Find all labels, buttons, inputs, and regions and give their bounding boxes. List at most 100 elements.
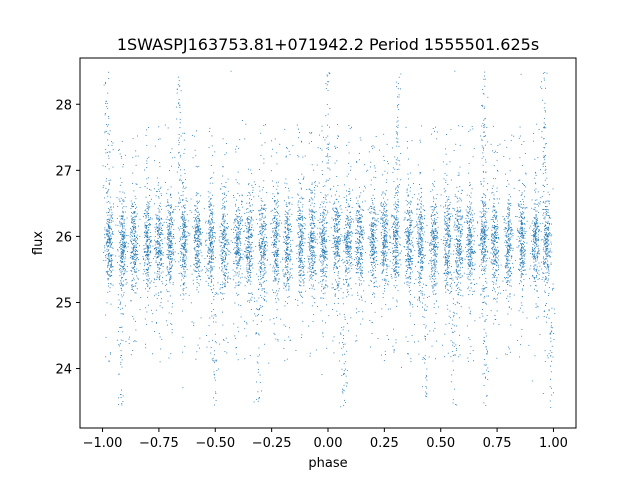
data-point: [170, 266, 172, 268]
data-point: [236, 182, 238, 184]
data-point: [144, 343, 146, 345]
data-point: [195, 231, 197, 233]
data-point: [301, 249, 303, 251]
data-point: [337, 210, 338, 212]
data-point: [133, 253, 135, 255]
data-point: [299, 257, 301, 259]
data-point: [286, 221, 288, 223]
data-point: [132, 156, 134, 158]
data-point: [135, 292, 137, 294]
data-point: [285, 232, 287, 234]
data-point: [159, 305, 161, 307]
data-point: [301, 260, 302, 262]
data-point: [107, 238, 108, 240]
data-point: [135, 231, 137, 233]
data-point: [210, 255, 212, 257]
data-point: [247, 249, 248, 251]
data-point: [157, 232, 159, 234]
data-point: [250, 269, 251, 271]
data-point: [237, 244, 239, 246]
data-point: [167, 210, 169, 211]
data-point: [194, 205, 196, 207]
data-point: [258, 186, 260, 188]
data-point: [211, 358, 213, 360]
data-point: [133, 219, 135, 221]
data-point: [298, 156, 300, 158]
data-point: [347, 285, 349, 287]
data-point: [242, 253, 244, 255]
data-point: [261, 224, 263, 226]
data-point: [225, 258, 226, 260]
data-point: [110, 246, 112, 248]
data-point: [166, 324, 168, 326]
data-point: [183, 277, 185, 279]
data-point: [133, 223, 135, 225]
data-point: [161, 338, 163, 340]
data-point: [265, 210, 267, 212]
data-point: [336, 255, 338, 257]
data-point: [237, 247, 239, 249]
data-point: [237, 265, 239, 267]
data-point: [198, 230, 200, 232]
data-point: [252, 267, 254, 269]
data-point: [119, 220, 121, 222]
data-point: [285, 240, 287, 242]
data-point: [286, 222, 288, 224]
data-point: [236, 294, 238, 296]
data-point: [181, 279, 183, 281]
data-point: [236, 264, 238, 266]
data-point: [195, 232, 197, 234]
data-point: [126, 235, 128, 237]
data-point: [287, 263, 289, 265]
data-point: [288, 150, 290, 152]
data-point: [123, 253, 124, 255]
data-point: [120, 248, 122, 250]
data-point: [158, 243, 160, 245]
data-point: [161, 253, 163, 255]
data-point: [251, 246, 253, 248]
data-point: [208, 201, 210, 203]
data-point: [125, 244, 126, 246]
data-point: [346, 246, 348, 247]
data-point: [211, 237, 213, 239]
data-point: [342, 262, 344, 264]
data-point: [199, 249, 201, 251]
data-point: [182, 214, 184, 216]
data-point: [327, 235, 329, 237]
data-point: [337, 297, 339, 299]
data-point: [227, 178, 229, 180]
data-point: [333, 219, 335, 221]
data-point: [205, 239, 207, 241]
data-point: [250, 234, 252, 236]
data-point: [182, 236, 184, 237]
data-point: [285, 219, 287, 221]
data-point: [336, 147, 338, 148]
data-point: [195, 250, 197, 252]
data-point: [196, 231, 198, 232]
data-point: [118, 264, 120, 266]
data-point: [322, 234, 324, 236]
data-point: [312, 232, 314, 234]
data-point: [121, 203, 123, 205]
data-point: [311, 232, 313, 234]
data-point: [234, 218, 236, 220]
data-point: [311, 213, 313, 215]
data-point: [210, 352, 212, 354]
data-point: [159, 254, 161, 256]
data-point: [180, 135, 182, 137]
data-point: [159, 243, 161, 245]
data-point: [316, 243, 318, 245]
data-point: [162, 254, 164, 256]
data-point: [277, 339, 279, 341]
data-point: [224, 220, 226, 222]
data-point: [248, 226, 250, 228]
data-point: [150, 241, 152, 243]
data-point: [283, 275, 285, 277]
data-point: [157, 247, 159, 249]
data-point: [322, 224, 324, 226]
data-point: [314, 226, 316, 228]
data-point: [144, 237, 146, 238]
data-point: [333, 262, 335, 264]
data-point: [237, 220, 239, 222]
data-point: [335, 243, 337, 245]
